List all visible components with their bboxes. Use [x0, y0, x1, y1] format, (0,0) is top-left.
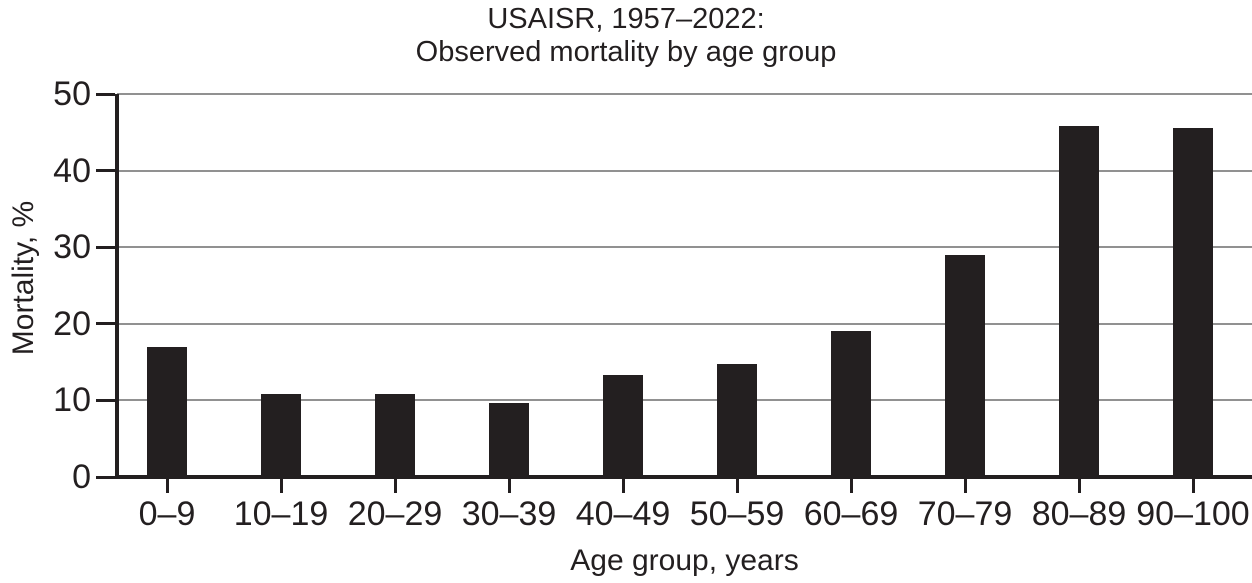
y-tick-40 [96, 169, 115, 173]
y-tick-30 [96, 245, 115, 249]
bar-60–69 [831, 331, 871, 477]
x-tick-90–100 [1191, 477, 1195, 493]
x-tick-20–29 [393, 477, 397, 493]
y-tick-label-0: 0 [72, 458, 91, 496]
y-tick-20 [96, 322, 115, 326]
bar-70–79 [945, 254, 985, 477]
x-tick-label-80–89: 80–89 [1031, 495, 1127, 533]
chart-title: USAISR, 1957–2022: Observed mortality by… [0, 3, 1252, 69]
x-tick-label-20–29: 20–29 [347, 495, 443, 533]
gridline-20 [117, 322, 1252, 325]
bar-50–59 [717, 364, 757, 477]
y-tick-50 [96, 92, 115, 96]
bar-0–9 [147, 346, 187, 477]
x-tick-label-40–49: 40–49 [575, 495, 671, 533]
x-tick-label-70–79: 70–79 [917, 495, 1013, 533]
bar-30–39 [489, 403, 529, 477]
y-axis-line [115, 94, 119, 477]
y-axis-label: Mortality, % [7, 200, 40, 356]
x-tick-30–39 [507, 477, 511, 493]
x-tick-80–89 [1077, 477, 1081, 493]
y-tick-label-10: 10 [53, 381, 91, 420]
bar-20–29 [375, 394, 415, 477]
x-tick-60–69 [849, 477, 853, 493]
y-tick-0 [96, 475, 115, 479]
y-tick-10 [96, 398, 115, 402]
bar-80–89 [1059, 126, 1099, 477]
x-tick-label-90–100: 90–100 [1136, 495, 1250, 533]
x-axis-label: Age group, years [570, 544, 799, 577]
bar-90–100 [1173, 128, 1213, 477]
x-tick-label-60–69: 60–69 [803, 495, 899, 533]
gridline-10 [117, 399, 1252, 402]
bar-10–19 [261, 394, 301, 477]
x-tick-label-50–59: 50–59 [689, 495, 785, 533]
gridline-50 [117, 93, 1252, 95]
x-tick-label-30–39: 30–39 [461, 495, 557, 533]
x-tick-label-10–19: 10–19 [233, 495, 329, 533]
y-tick-label-20: 20 [53, 304, 91, 343]
chart-title-line2: Observed mortality by age group [415, 36, 837, 68]
y-tick-label-30: 30 [53, 228, 91, 267]
x-tick-0–9 [165, 477, 169, 493]
bar-40–49 [603, 375, 643, 477]
x-tick-40–49 [621, 477, 625, 493]
x-axis-line [115, 475, 1252, 479]
x-tick-70–79 [963, 477, 967, 493]
x-tick-10–19 [279, 477, 283, 493]
x-tick-label-0–9: 0–9 [138, 495, 196, 533]
chart-title-line1: USAISR, 1957–2022: [487, 3, 765, 35]
y-tick-label-40: 40 [53, 151, 91, 190]
y-tick-label-50: 50 [53, 75, 91, 113]
plot-area: 0–9 10–19 20–29 30–39 40–49 50–59 60–69 70–79 80… [53, 77, 1252, 531]
gridline-30 [117, 246, 1252, 249]
x-tick-50–59 [735, 477, 739, 493]
gridline-40 [117, 169, 1252, 172]
